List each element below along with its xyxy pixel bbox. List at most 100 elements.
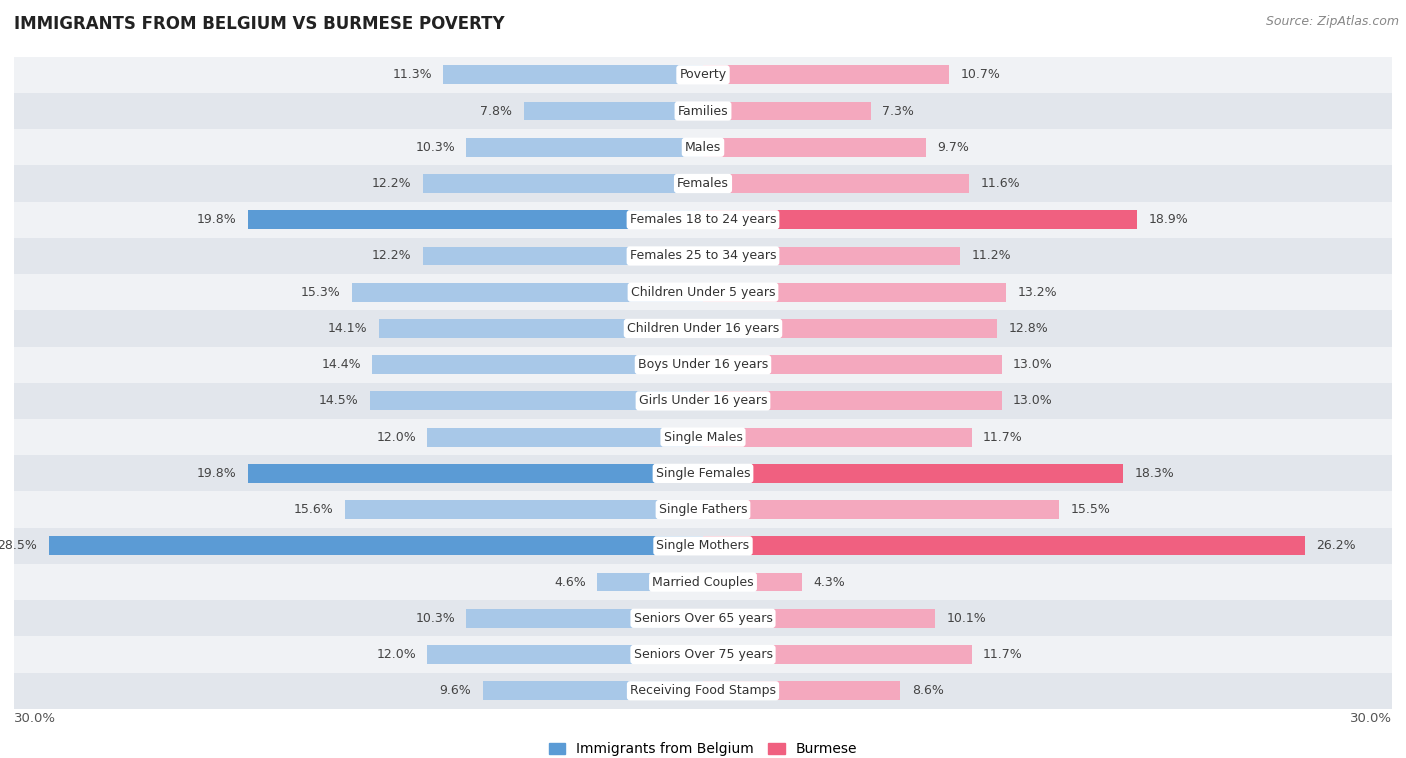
Bar xyxy=(14,274,1392,310)
Text: 7.3%: 7.3% xyxy=(882,105,914,117)
Text: 12.8%: 12.8% xyxy=(1008,322,1049,335)
Text: 15.6%: 15.6% xyxy=(294,503,333,516)
Text: 11.3%: 11.3% xyxy=(392,68,432,81)
Bar xyxy=(14,672,1392,709)
Text: Source: ZipAtlas.com: Source: ZipAtlas.com xyxy=(1265,15,1399,28)
Text: 18.3%: 18.3% xyxy=(1135,467,1174,480)
Bar xyxy=(344,500,703,519)
Text: 13.2%: 13.2% xyxy=(1018,286,1057,299)
Text: 4.3%: 4.3% xyxy=(813,575,845,588)
Bar xyxy=(14,202,1392,238)
Text: 30.0%: 30.0% xyxy=(14,712,56,725)
Text: Single Males: Single Males xyxy=(664,431,742,443)
Bar xyxy=(14,528,1392,564)
Text: 14.4%: 14.4% xyxy=(321,359,361,371)
Text: 30.0%: 30.0% xyxy=(1350,712,1392,725)
Bar xyxy=(703,356,1001,374)
Text: Single Mothers: Single Mothers xyxy=(657,540,749,553)
Text: 19.8%: 19.8% xyxy=(197,213,236,226)
Text: 26.2%: 26.2% xyxy=(1316,540,1355,553)
Text: 12.0%: 12.0% xyxy=(377,648,416,661)
Text: Poverty: Poverty xyxy=(679,68,727,81)
Text: 7.8%: 7.8% xyxy=(481,105,512,117)
Text: Males: Males xyxy=(685,141,721,154)
Bar xyxy=(14,346,1392,383)
Text: Females 18 to 24 years: Females 18 to 24 years xyxy=(630,213,776,226)
Bar xyxy=(427,645,703,664)
Bar xyxy=(14,238,1392,274)
Text: 12.2%: 12.2% xyxy=(371,249,412,262)
Bar xyxy=(48,537,703,556)
Bar xyxy=(427,428,703,446)
Bar xyxy=(14,310,1392,346)
Bar xyxy=(703,138,925,157)
Text: Females: Females xyxy=(678,177,728,190)
Bar xyxy=(703,464,1123,483)
Text: Receiving Food Stamps: Receiving Food Stamps xyxy=(630,684,776,697)
Text: Single Females: Single Females xyxy=(655,467,751,480)
Text: Girls Under 16 years: Girls Under 16 years xyxy=(638,394,768,407)
Text: Children Under 5 years: Children Under 5 years xyxy=(631,286,775,299)
Bar xyxy=(14,93,1392,129)
Text: 13.0%: 13.0% xyxy=(1012,394,1053,407)
Bar xyxy=(703,500,1059,519)
Bar xyxy=(423,174,703,193)
Text: 28.5%: 28.5% xyxy=(0,540,37,553)
Text: 15.5%: 15.5% xyxy=(1070,503,1111,516)
Text: 12.2%: 12.2% xyxy=(371,177,412,190)
Text: 10.7%: 10.7% xyxy=(960,68,1000,81)
Text: 10.3%: 10.3% xyxy=(415,141,456,154)
Bar xyxy=(703,681,900,700)
Text: 14.1%: 14.1% xyxy=(328,322,368,335)
Text: 9.7%: 9.7% xyxy=(938,141,969,154)
Bar xyxy=(703,537,1305,556)
Bar xyxy=(703,210,1137,229)
Bar xyxy=(703,283,1007,302)
Text: 11.7%: 11.7% xyxy=(983,431,1024,443)
Bar xyxy=(703,391,1001,410)
Bar xyxy=(373,356,703,374)
Bar xyxy=(14,165,1392,202)
Text: 12.0%: 12.0% xyxy=(377,431,416,443)
Text: 9.6%: 9.6% xyxy=(439,684,471,697)
Bar xyxy=(524,102,703,121)
Text: Seniors Over 65 years: Seniors Over 65 years xyxy=(634,612,772,625)
Text: 10.3%: 10.3% xyxy=(415,612,456,625)
Bar xyxy=(249,464,703,483)
Text: Single Fathers: Single Fathers xyxy=(659,503,747,516)
Legend: Immigrants from Belgium, Burmese: Immigrants from Belgium, Burmese xyxy=(543,737,863,758)
Bar xyxy=(703,609,935,628)
Bar xyxy=(14,419,1392,456)
Bar xyxy=(423,246,703,265)
Bar xyxy=(443,65,703,84)
Bar xyxy=(14,129,1392,165)
Text: 4.6%: 4.6% xyxy=(554,575,586,588)
Text: Families: Families xyxy=(678,105,728,117)
Bar xyxy=(703,428,972,446)
Bar xyxy=(14,600,1392,637)
Text: 11.7%: 11.7% xyxy=(983,648,1024,661)
Bar xyxy=(249,210,703,229)
Text: Children Under 16 years: Children Under 16 years xyxy=(627,322,779,335)
Bar xyxy=(14,491,1392,528)
Bar xyxy=(703,319,997,338)
Bar xyxy=(703,174,969,193)
Bar xyxy=(14,564,1392,600)
Bar xyxy=(380,319,703,338)
Bar xyxy=(14,637,1392,672)
Bar xyxy=(703,572,801,591)
Bar xyxy=(370,391,703,410)
Text: Seniors Over 75 years: Seniors Over 75 years xyxy=(634,648,772,661)
Bar xyxy=(703,645,972,664)
Text: 13.0%: 13.0% xyxy=(1012,359,1053,371)
Text: 14.5%: 14.5% xyxy=(319,394,359,407)
Bar xyxy=(703,102,870,121)
Bar xyxy=(703,246,960,265)
Bar xyxy=(467,138,703,157)
Text: 8.6%: 8.6% xyxy=(912,684,943,697)
Bar xyxy=(14,383,1392,419)
Bar xyxy=(482,681,703,700)
Bar xyxy=(703,65,949,84)
Text: 10.1%: 10.1% xyxy=(946,612,986,625)
Bar xyxy=(14,57,1392,93)
